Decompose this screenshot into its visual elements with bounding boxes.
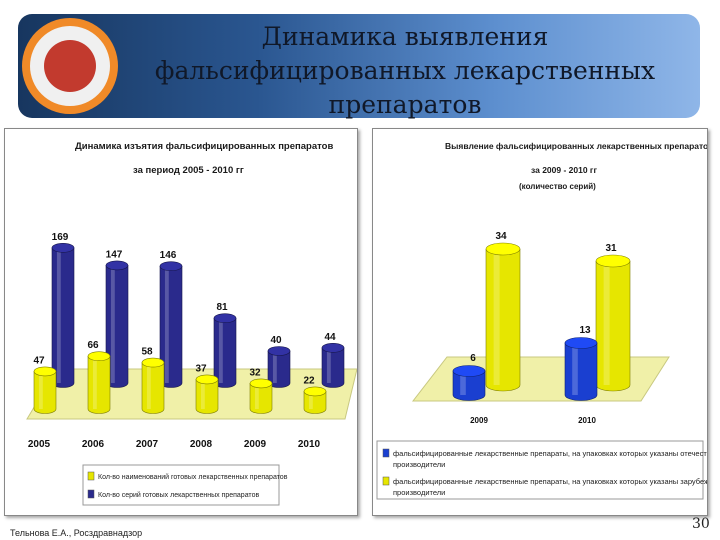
x-tick-2009: 2009 bbox=[470, 416, 488, 425]
bar-names-count-2008 bbox=[195, 374, 219, 414]
footer-author: Тельнова Е.А., Росздравнадзор bbox=[10, 528, 143, 538]
right-legend-swatch-1 bbox=[382, 448, 390, 458]
bar-foreign-2010 bbox=[595, 254, 631, 392]
x-tick-2010: 2010 bbox=[578, 416, 596, 425]
bar-names-count-2009 bbox=[249, 378, 273, 414]
data-label-foreign-2010: 31 bbox=[605, 243, 617, 254]
data-label-names-count-2010: 22 bbox=[303, 375, 315, 386]
data-label-foreign-2009: 34 bbox=[495, 231, 507, 242]
bar-series-count-2010 bbox=[321, 343, 345, 388]
data-label-series-count-2010: 44 bbox=[324, 332, 336, 343]
left-legend-swatch-1 bbox=[87, 471, 95, 481]
right-legend-box bbox=[376, 440, 704, 500]
x-tick-2008: 2008 bbox=[190, 439, 213, 450]
data-label-domestic-2009: 6 bbox=[470, 353, 476, 364]
right-chart-subtitle: за 2009 - 2010 гг bbox=[531, 165, 597, 175]
x-tick-2005: 2005 bbox=[28, 439, 51, 450]
bar-series-count-2006 bbox=[105, 260, 129, 388]
bar-series-count-2009 bbox=[267, 346, 291, 388]
data-label-series-count-2009: 40 bbox=[270, 335, 282, 346]
right-chart-title: Выявление фальсифицированных лекарственн… bbox=[445, 141, 707, 151]
left-legend-label-2: Кол-во серий готовых лекарственных препа… bbox=[98, 491, 259, 499]
right-chart-floor bbox=[411, 356, 670, 402]
data-label-domestic-2010: 13 bbox=[579, 325, 591, 336]
data-label-series-count-2005: 169 bbox=[52, 232, 69, 243]
right-legend: фальсифицированные лекарственные препара… bbox=[376, 440, 720, 500]
title-banner bbox=[18, 14, 700, 118]
data-label-series-count-2006: 147 bbox=[106, 249, 123, 260]
bar-names-count-2007 bbox=[141, 357, 165, 414]
right-legend-label-1: фальсифицированные лекарственные препара… bbox=[393, 449, 707, 469]
bar-names-count-2010 bbox=[303, 386, 327, 414]
title-line-3: препаратов bbox=[328, 90, 482, 119]
bar-names-count-2006 bbox=[87, 351, 111, 414]
x-tick-2007: 2007 bbox=[136, 439, 159, 450]
data-label-names-count-2007: 58 bbox=[141, 347, 153, 358]
title-line-1: Динамика выявления bbox=[261, 22, 549, 51]
x-tick-2010: 2010 bbox=[298, 439, 321, 450]
right-legend-swatch-2 bbox=[382, 476, 390, 486]
data-label-names-count-2006: 66 bbox=[87, 340, 99, 351]
right-chart: Выявление фальсифицированных лекарственн… bbox=[376, 141, 720, 500]
data-label-names-count-2008: 37 bbox=[195, 363, 207, 374]
bar-series-count-2008 bbox=[213, 313, 237, 388]
right-chart-subtitle-2: (количество серий) bbox=[519, 182, 596, 191]
emblem-logo bbox=[30, 26, 110, 106]
left-chart-panel: Динамика изъятия фальсифицированных преп… bbox=[4, 128, 358, 516]
right-chart-panel: Выявление фальсифицированных лекарственн… bbox=[372, 128, 720, 516]
left-legend-swatch-2 bbox=[87, 489, 95, 499]
left-legend: Кол-во наименований готовых лекарственны… bbox=[82, 464, 288, 506]
bar-foreign-2009 bbox=[485, 242, 521, 392]
data-label-series-count-2007: 146 bbox=[160, 250, 177, 261]
bar-series-count-2005 bbox=[51, 243, 75, 388]
left-chart: Динамика изъятия фальсифицированных преп… bbox=[26, 141, 358, 506]
bar-domestic-2009 bbox=[452, 365, 486, 401]
bar-names-count-2005 bbox=[33, 366, 57, 414]
right-legend-label-2: фальсифицированные лекарственные препара… bbox=[393, 477, 707, 497]
left-legend-label-1: Кол-во наименований готовых лекарственны… bbox=[98, 473, 288, 481]
title-line-2: фальсифицированных лекарственных bbox=[154, 56, 656, 85]
data-label-names-count-2009: 32 bbox=[249, 367, 261, 378]
x-tick-2009: 2009 bbox=[244, 439, 267, 450]
page-number: 30 bbox=[692, 516, 710, 532]
bar-domestic-2010 bbox=[564, 337, 598, 401]
left-chart-subtitle: за период 2005 - 2010 гг bbox=[133, 165, 244, 176]
data-label-names-count-2005: 47 bbox=[33, 355, 45, 366]
left-chart-title: Динамика изъятия фальсифицированных преп… bbox=[75, 141, 333, 152]
data-label-series-count-2008: 81 bbox=[216, 302, 228, 313]
left-legend-box bbox=[82, 464, 280, 506]
slide-title: Динамика выявления фальсифицированных ле… bbox=[120, 20, 690, 122]
coat-of-arms-icon bbox=[44, 40, 96, 92]
x-tick-2006: 2006 bbox=[82, 439, 105, 450]
